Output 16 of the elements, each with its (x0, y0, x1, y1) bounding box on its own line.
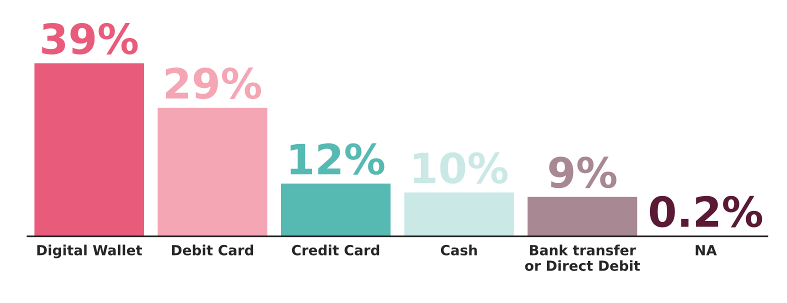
x-tick-label: Debit Card (172, 244, 254, 256)
x-tick-label: NA (696, 245, 717, 256)
data-label: 29% (166, 68, 262, 100)
data-label: 39% (42, 22, 138, 54)
bar (402, 191, 516, 236)
bar (280, 182, 392, 236)
bar (156, 106, 269, 236)
data-label: 12% (290, 143, 384, 175)
x-tick-label: Digital Wallet (37, 244, 142, 258)
x-tick-label: Credit Card (292, 244, 380, 256)
x-tick-label: Bank transfer or Direct Debit (525, 244, 640, 271)
bar (33, 62, 146, 236)
data-label: 9% (549, 156, 616, 188)
bar (526, 196, 639, 236)
x-tick-label: Cash (440, 244, 477, 256)
data-label: 0.2% (650, 196, 762, 228)
